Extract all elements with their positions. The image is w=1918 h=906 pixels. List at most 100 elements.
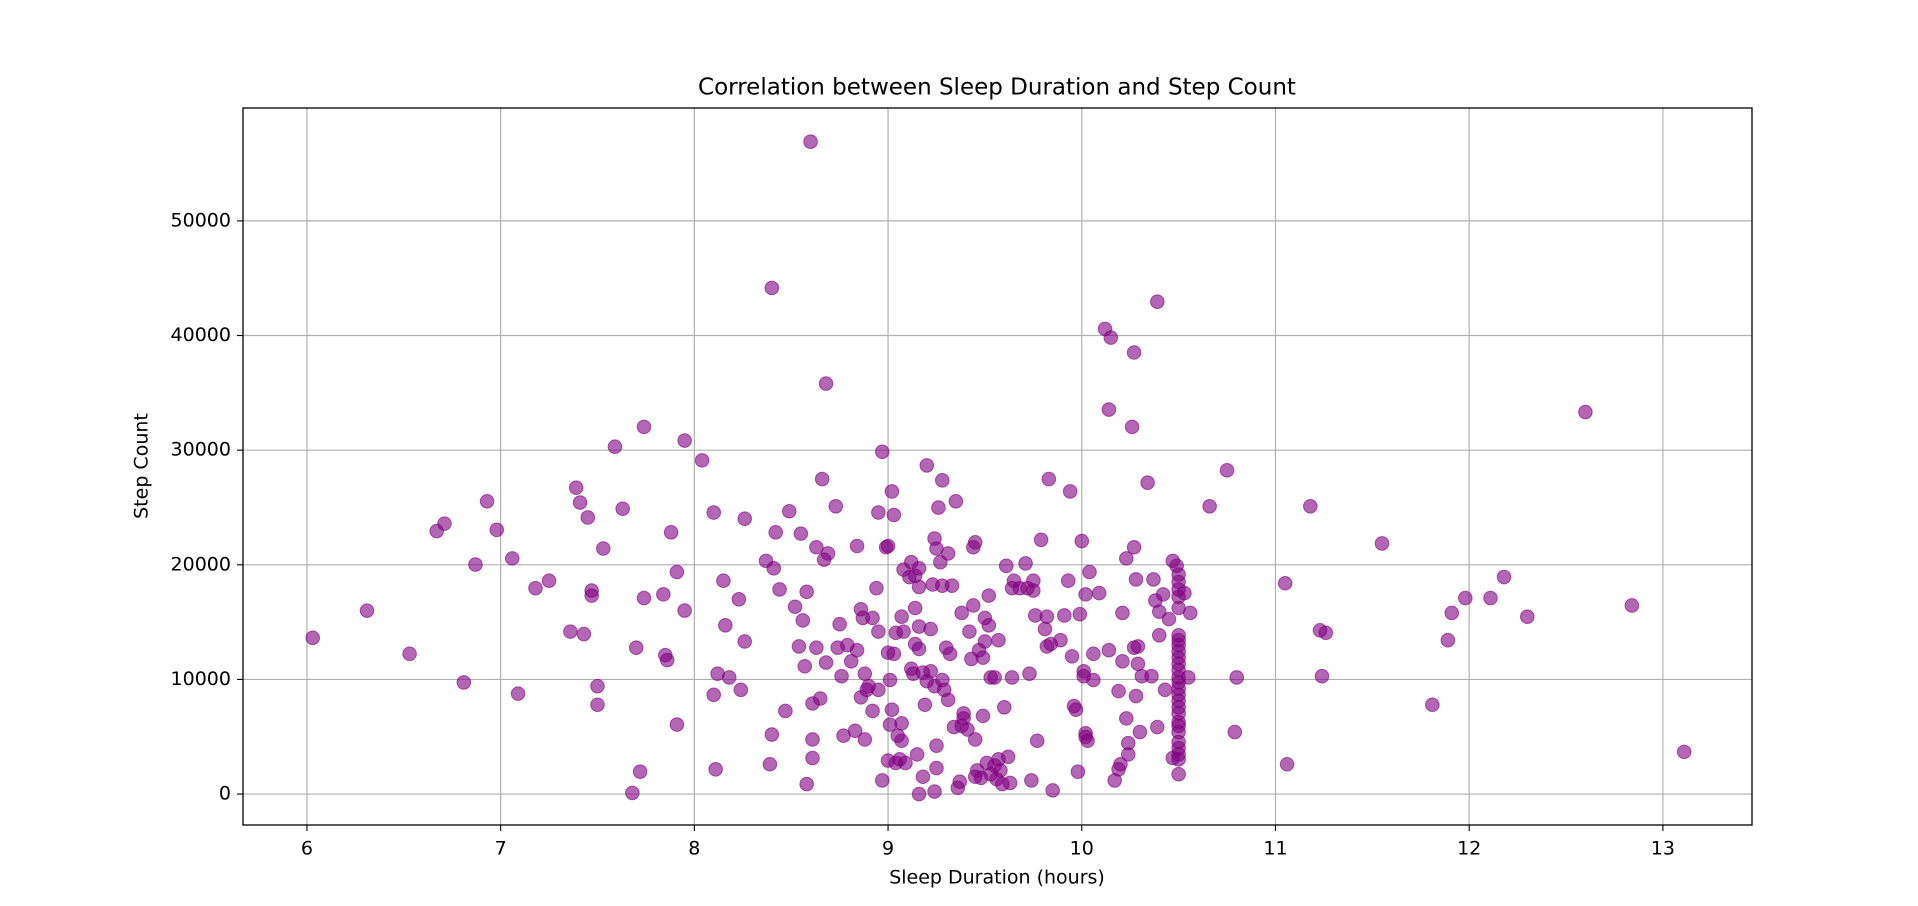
x-tick-label: 13 [1651, 838, 1675, 860]
scatter-point [923, 663, 938, 679]
x-tick-label: 8 [688, 838, 700, 860]
scatter-point [781, 503, 797, 519]
scatter-point [1064, 649, 1080, 664]
scatter-point [805, 732, 820, 747]
scatter-point [803, 134, 818, 150]
scatter-point [814, 471, 830, 487]
scatter-point [768, 525, 784, 540]
scatter-point [402, 646, 417, 662]
scatter-point [1033, 532, 1049, 548]
scatter-point [1057, 608, 1072, 623]
scatter-point [818, 376, 834, 391]
scatter-point [871, 505, 886, 520]
scatter-point [1070, 764, 1086, 779]
scatter-point [1130, 639, 1146, 654]
y-tick-label: 40000 [171, 324, 231, 346]
scatter-point [820, 546, 836, 561]
scatter-point [721, 670, 737, 685]
scatter-point [991, 632, 1006, 648]
plot-frame [242, 107, 1753, 826]
scatter-point [489, 522, 505, 538]
scatter-point [456, 675, 472, 690]
scatter-point [1227, 724, 1243, 740]
scatter-point [1155, 587, 1171, 602]
scatter-point [865, 703, 880, 719]
scatter-point [894, 609, 909, 625]
scatter-point [1119, 551, 1134, 566]
scatter-point [772, 582, 787, 597]
scatter-point [510, 686, 526, 701]
scatter-point [778, 703, 793, 719]
scatter-point [1126, 345, 1142, 360]
scatter-point [812, 691, 828, 706]
scatter-point [677, 603, 692, 618]
scatter-point [762, 756, 778, 772]
scatter-point [669, 717, 685, 732]
scatter-point [1374, 536, 1390, 551]
scatter-point [504, 551, 520, 566]
scatter-point [929, 738, 944, 753]
scatter-point [1676, 744, 1692, 760]
scatter-point [1103, 330, 1119, 345]
scatter-point [828, 499, 844, 514]
scatter-point [981, 588, 997, 603]
scatter-point [869, 580, 884, 596]
scatter-point [766, 561, 782, 576]
scatter-point [1182, 605, 1198, 621]
scatter-point [1128, 688, 1144, 704]
scatter-point [1086, 672, 1101, 688]
scatter-point [909, 747, 925, 762]
x-tick-label: 11 [1263, 838, 1287, 860]
scatter-point [1181, 670, 1196, 685]
scatter-point [1157, 682, 1173, 698]
scatter-point [849, 642, 865, 658]
scatter-point [805, 750, 820, 766]
scatter-point [731, 591, 747, 607]
scatter-point [1483, 590, 1498, 606]
scatter-point [625, 785, 640, 801]
scatter-point [886, 507, 902, 523]
scatter-point [847, 723, 863, 739]
x-tick-label: 6 [301, 838, 313, 860]
scatter-point [628, 640, 644, 655]
scatter-point [911, 786, 927, 802]
scatter-point [1132, 724, 1148, 740]
scatter-point [952, 774, 968, 789]
scatter-point [1150, 294, 1165, 310]
scatter-point [737, 511, 753, 527]
scatter-point [541, 573, 557, 589]
scatter-point [1177, 585, 1192, 601]
scatter-point [615, 501, 630, 517]
x-tick-label: 10 [1070, 838, 1094, 860]
scatter-point [809, 640, 824, 655]
scatter-point [1303, 499, 1318, 514]
scatter-point [962, 624, 977, 639]
y-axis-label: Step Count [131, 413, 153, 519]
scatter-point [359, 603, 375, 618]
scatter-point [857, 666, 873, 681]
scatter-point [1029, 733, 1045, 749]
scatter-point [563, 624, 578, 639]
y-tick-label: 0 [219, 783, 231, 805]
scatter-point [584, 588, 599, 603]
scatter-point [884, 484, 900, 499]
scatter-point [911, 641, 927, 657]
scatter-point [799, 584, 814, 600]
scatter-point [596, 541, 611, 556]
scatter-point [832, 616, 847, 632]
scatter-point [882, 672, 898, 688]
scatter-point [849, 538, 865, 554]
scatter-point [993, 763, 1008, 778]
scatter-point [795, 613, 811, 628]
y-tick-label: 30000 [171, 439, 231, 461]
scatter-point [1041, 471, 1057, 487]
scatter-point [1074, 533, 1090, 549]
scatter-point [572, 495, 588, 510]
scatter-point [1111, 683, 1126, 699]
scatter-point [960, 722, 975, 737]
scatter-point [1091, 585, 1107, 601]
scatter-point [871, 682, 886, 698]
scatter-point [1126, 539, 1142, 555]
scatter-point [1219, 463, 1235, 478]
x-tick-label: 7 [495, 838, 507, 860]
